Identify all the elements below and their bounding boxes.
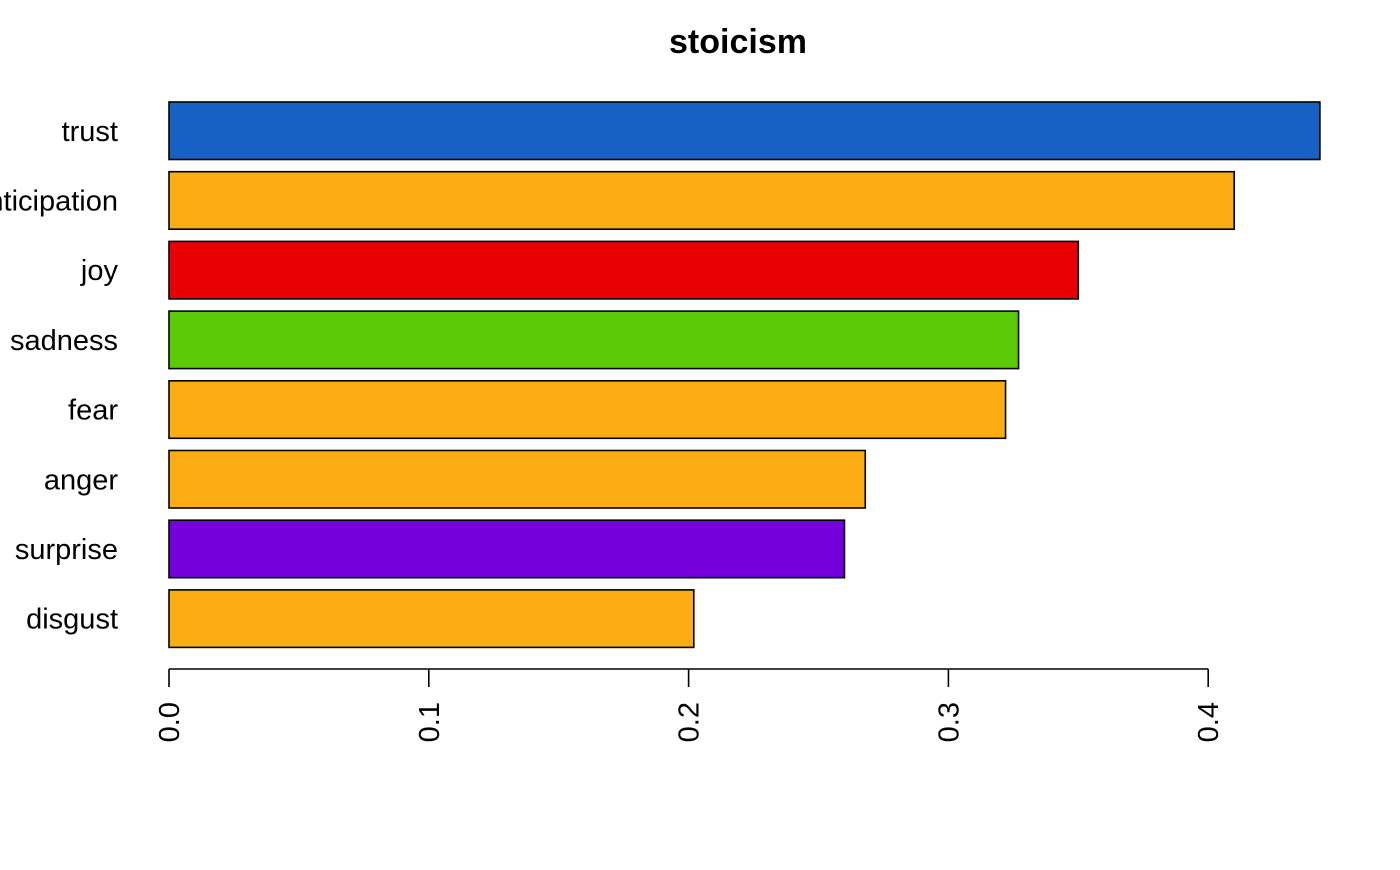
bar-anger: [168, 449, 867, 509]
chart-title: stoicism: [669, 23, 807, 61]
category-label-anticipation: anticipation: [0, 185, 118, 217]
bar-surprise: [168, 519, 846, 579]
x-tick-label: 0.2: [674, 702, 706, 742]
x-axis: 0.0 0.1 0.2 0.3 0.4: [154, 668, 1225, 742]
category-label-sadness: sadness: [10, 325, 118, 357]
category-label-fear: fear: [68, 395, 118, 427]
x-tick-label: 0.4: [1193, 702, 1225, 742]
bar-joy: [168, 240, 1080, 300]
category-label-disgust: disgust: [26, 604, 118, 636]
bars-layer: [168, 101, 1321, 649]
bar-sadness: [168, 310, 1020, 370]
x-tick-label: 0.0: [154, 702, 186, 742]
bar-fear: [168, 379, 1007, 440]
bar-anticipation: [168, 170, 1235, 230]
category-label-trust: trust: [62, 116, 118, 148]
category-label-anger: anger: [44, 464, 119, 496]
category-label-joy: joy: [80, 255, 119, 287]
bar-disgust: [168, 589, 695, 649]
x-tick-label: 0.1: [414, 702, 446, 742]
category-label-surprise: surprise: [15, 534, 118, 566]
category-labels: trust anticipation joy sadness fear anger surp…: [0, 116, 118, 636]
x-tick-label: 0.3: [933, 702, 965, 742]
bar-trust: [168, 101, 1321, 161]
